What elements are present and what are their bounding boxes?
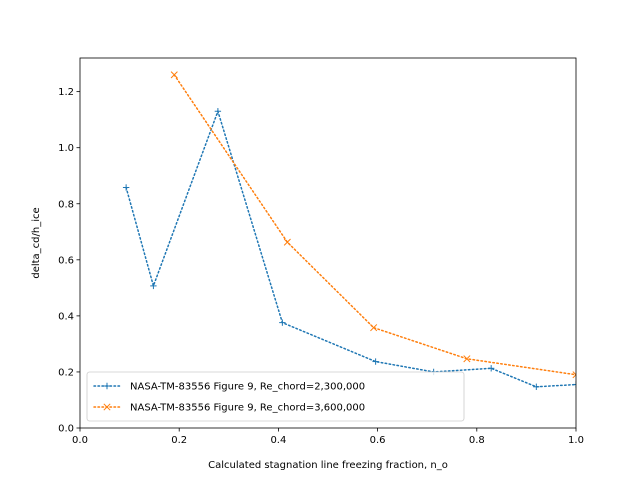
series-0-point-6 — [487, 365, 495, 372]
series-1-point-1-d2 — [283, 238, 291, 246]
series-clip-group — [122, 71, 576, 390]
legend-marker-1 — [103, 403, 111, 411]
x-tick-label-2: 0.4 — [270, 435, 286, 446]
series-1-point-2-d2 — [370, 324, 378, 332]
y-tick-label-5: 1.0 — [58, 143, 74, 154]
plot-frame — [79, 57, 577, 429]
legend-marker-1-d2 — [103, 403, 111, 411]
series-1-point-2 — [370, 324, 378, 332]
series-1-point-3-d2 — [463, 355, 471, 363]
y-axis-label: delta_cd/h_ice — [31, 207, 42, 278]
y-tick-label-2: 0.4 — [58, 311, 74, 322]
series-1-point-3 — [463, 355, 471, 363]
series-0-line — [125, 108, 576, 388]
series-0-point-7 — [533, 383, 540, 390]
series-0-point-4 — [372, 358, 379, 365]
series-1-point-0-d2 — [170, 71, 178, 79]
series-0-point-0 — [122, 184, 130, 191]
x-axis-label: Calculated stagnation line freezing frac… — [208, 460, 448, 471]
x-tick-label-5: 1.0 — [568, 435, 584, 446]
x-tick-label-0: 0.0 — [72, 435, 88, 446]
series-1-point-0 — [170, 71, 178, 79]
axes: 0.0 0.2 0.4 0.6 0.8 1.0 0.0 0.2 0.4 0.6 0.8 1.0 1.2 — [58, 57, 584, 446]
series-0-point-8 — [572, 381, 576, 388]
series-1-point-1 — [283, 238, 291, 246]
legend-box — [86, 371, 465, 422]
series-0-point-1 — [150, 282, 157, 290]
y-tick-label-0: 0.0 — [58, 424, 74, 435]
x-tick-label-3: 0.6 — [370, 435, 386, 446]
y-tick-label-4: 0.8 — [58, 199, 74, 210]
plot-background — [80, 58, 576, 428]
legend: NASA-TM-83556 Figure 9, Re_chord=2,300,0… — [86, 371, 465, 422]
plot-area — [80, 58, 576, 428]
series-1-point-4-d1 — [572, 371, 576, 376]
series-1-point-4-d2 — [572, 374, 576, 379]
y-tick-label-1: 0.2 — [58, 367, 74, 378]
legend-entry-0: NASA-TM-83556 Figure 9, Re_chord=2,300,0… — [130, 382, 365, 393]
series-0-point-2 — [214, 108, 222, 115]
series-layer — [122, 71, 576, 390]
x-tick-label-1: 0.2 — [171, 435, 187, 446]
series-0-point-3 — [279, 319, 286, 326]
y-tick-label-6: 1.2 — [58, 87, 74, 98]
series-1-point-4 — [572, 371, 576, 379]
legend-entry-1: NASA-TM-83556 Figure 9, Re_chord=3,600,0… — [130, 403, 365, 414]
legend-marker-0 — [103, 382, 111, 390]
y-tick-label-3: 0.6 — [58, 255, 74, 266]
x-tick-label-4: 0.8 — [469, 435, 485, 446]
